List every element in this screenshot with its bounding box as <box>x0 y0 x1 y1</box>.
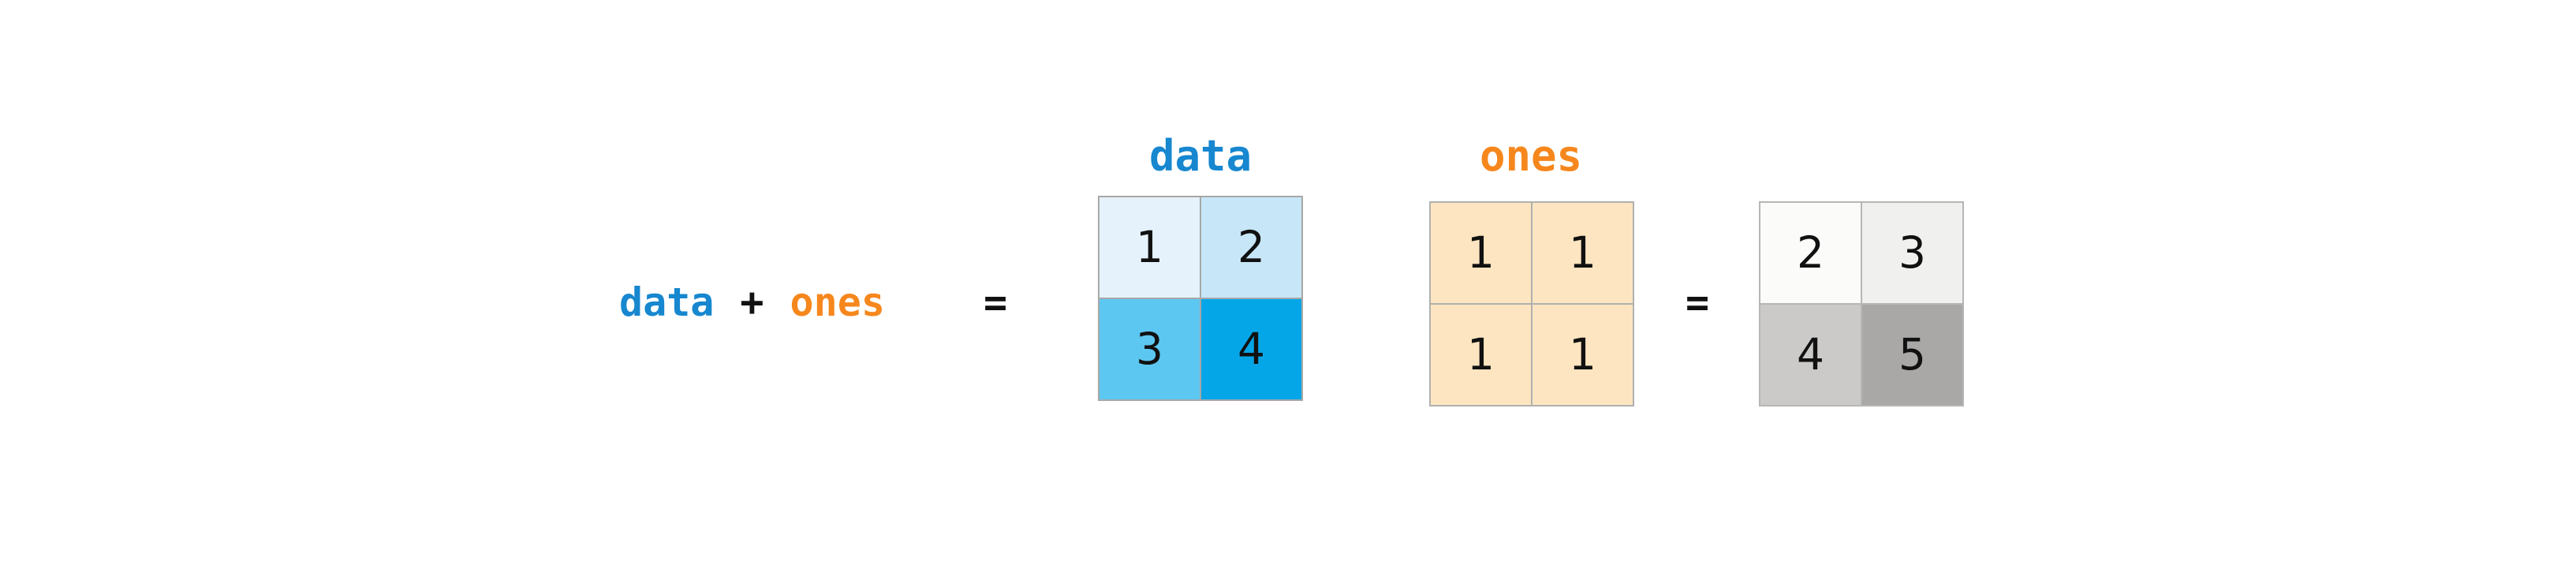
data-matrix-label: data <box>1148 131 1253 181</box>
data-matrix-cell-r1c1: 4 <box>1201 299 1301 399</box>
equals-sign-right: = <box>1685 279 1710 325</box>
result-matrix-cell-r1c0: 4 <box>1760 305 1861 405</box>
result-matrix-cell-r1c1: 5 <box>1862 305 1962 405</box>
ones-matrix-cell-r0c1: 1 <box>1533 203 1633 303</box>
equals-sign-left: = <box>983 279 1008 325</box>
ones-matrix: 1 1 1 1 <box>1429 201 1634 407</box>
data-matrix-cell-r0c1: 2 <box>1201 197 1301 298</box>
data-matrix-cell-r1c0: 3 <box>1099 299 1200 399</box>
expression-ones-operand: ones <box>790 279 885 325</box>
expression-data-operand: data <box>619 279 715 325</box>
ones-matrix-cell-r1c0: 1 <box>1431 305 1531 405</box>
ones-matrix-cell-r0c0: 1 <box>1431 203 1531 303</box>
data-matrix: 1 2 3 4 <box>1098 196 1303 401</box>
result-matrix: 2 3 4 5 <box>1759 201 1964 407</box>
result-matrix-cell-r0c0: 2 <box>1760 203 1861 303</box>
result-matrix-cell-r0c1: 3 <box>1862 203 1962 303</box>
ones-matrix-cell-r1c1: 1 <box>1533 305 1633 405</box>
expression: data + ones <box>619 283 885 322</box>
plus-operator: + <box>740 279 764 325</box>
ones-matrix-label: ones <box>1479 131 1583 181</box>
data-matrix-cell-r0c0: 1 <box>1099 197 1200 298</box>
